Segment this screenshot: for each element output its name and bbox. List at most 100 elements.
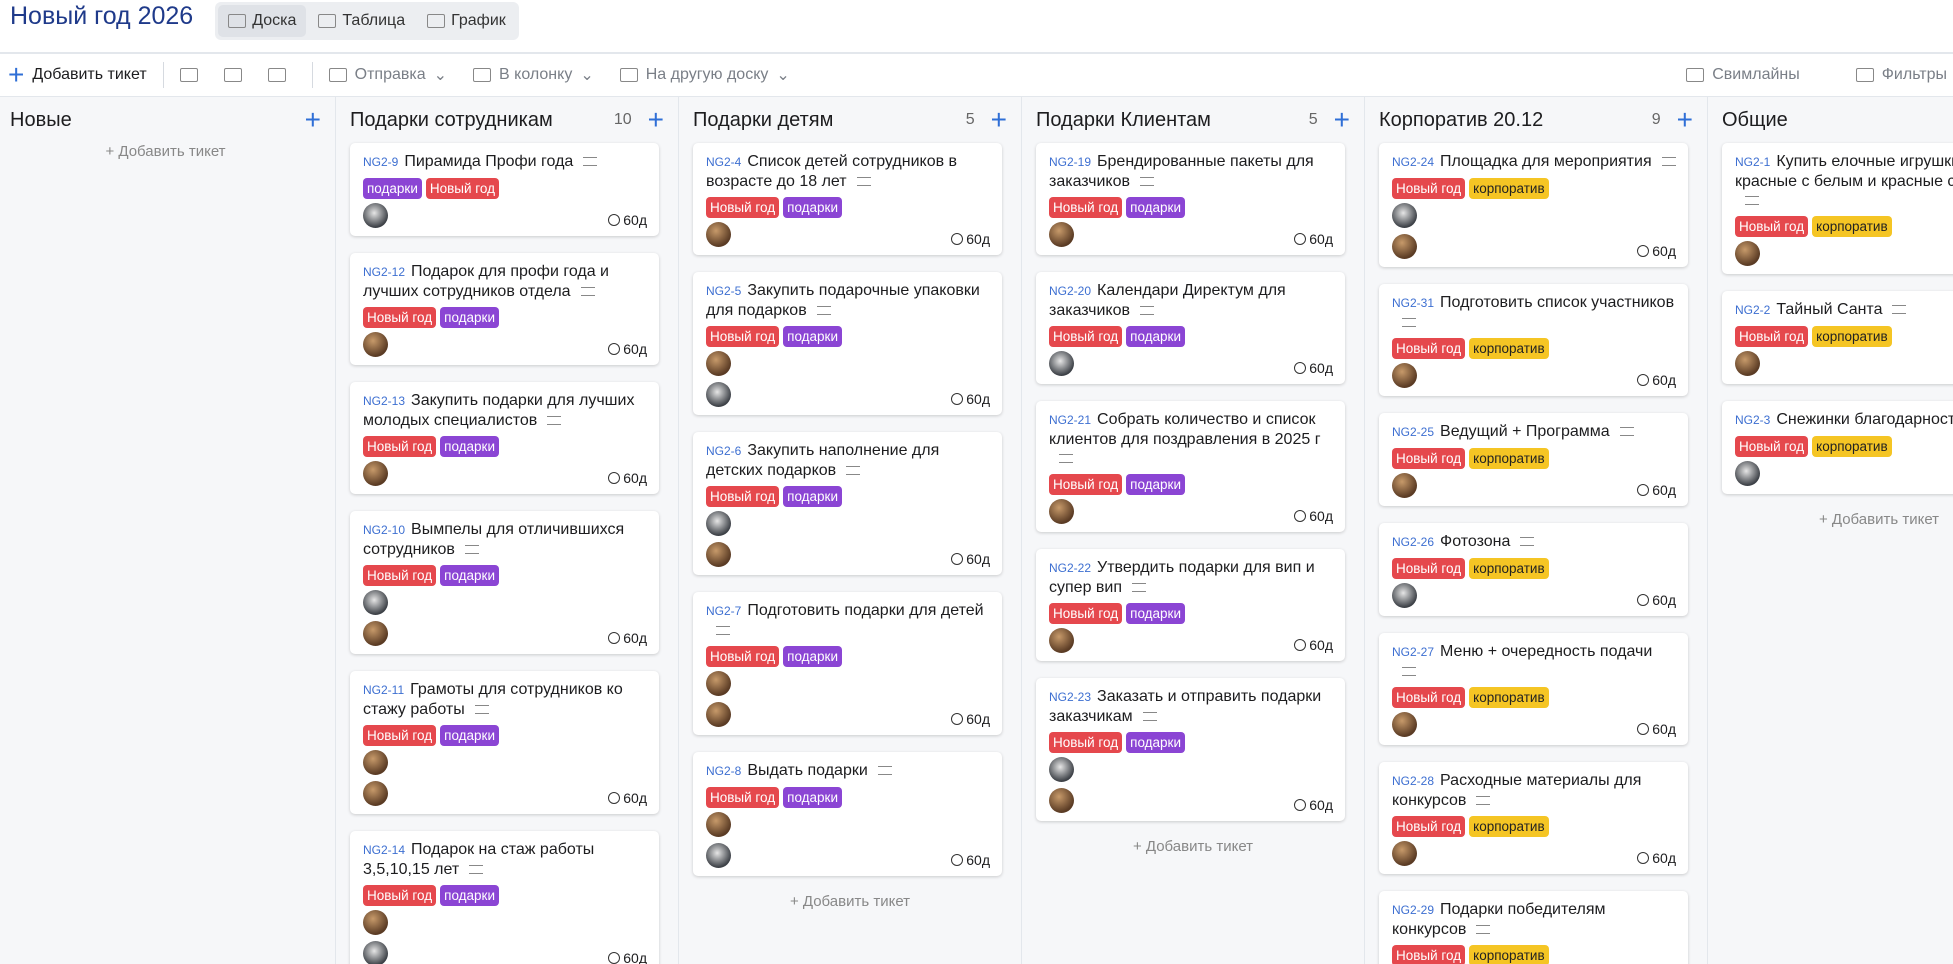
tag: подарки: [1126, 197, 1186, 218]
card-footer: 60д: [706, 222, 990, 247]
ticket-card[interactable]: NG2-28 Расходные материалы для конкурсов Н…: [1379, 762, 1688, 874]
card-footer: 60д: [1735, 461, 1953, 486]
ticket-card[interactable]: NG2-29 Подарки победителям конкурсов Новый…: [1379, 891, 1688, 964]
add-ticket-link[interactable]: + Добавить тикет: [1722, 511, 1953, 528]
ticket-id: NG2-8: [706, 764, 742, 778]
tags: Новый год корпоратив: [1392, 816, 1676, 837]
ticket-card[interactable]: NG2-5 Закупить подарочные упаковки для по…: [693, 272, 1002, 415]
tag: Новый год: [425, 178, 500, 199]
clock-icon: [951, 233, 964, 245]
description-icon: [856, 177, 871, 187]
ticket-card[interactable]: NG2-8 Выдать подарки Новый год подарки 60д: [693, 752, 1002, 876]
description-icon: [1139, 177, 1154, 187]
description-icon: [1476, 925, 1491, 935]
tag: корпоратив: [1812, 436, 1892, 457]
assignees: [1049, 628, 1294, 653]
tags: Новый год корпоратив: [1392, 558, 1676, 579]
ticket-card[interactable]: NG2-12 Подарок для профи года и лучших со…: [350, 253, 659, 365]
icon-button[interactable]: [267, 68, 286, 82]
add-button[interactable]: +: [1676, 104, 1693, 135]
avatar: [1392, 841, 1417, 866]
add-button[interactable]: +: [647, 104, 664, 135]
ticket-card[interactable]: NG2-3 Снежинки благодарности Новый год корп…: [1722, 401, 1953, 494]
ticket-card[interactable]: NG2-27 Меню + очередность подачи Новый год…: [1379, 633, 1688, 745]
icon: [179, 68, 198, 82]
add-button[interactable]: +: [990, 104, 1007, 135]
ticket-card[interactable]: NG2-4 Список детей сотрудников в возрасте…: [693, 143, 1002, 255]
add-ticket-button[interactable]: + Добавить тикет: [8, 61, 147, 89]
tags: Новый год подарки: [363, 885, 647, 906]
icon-button[interactable]: [223, 68, 242, 82]
ticket-card[interactable]: NG2-31 Подготовить список участников Новый…: [1379, 284, 1688, 396]
add-ticket-link[interactable]: + Добавить тикет: [1036, 838, 1350, 855]
avatar: [706, 511, 731, 536]
ticket-title: NG2-11 Грамоты для сотрудников ко стажу р…: [363, 680, 647, 719]
avatar: [1392, 712, 1417, 737]
ticket-id: NG2-21: [1049, 413, 1092, 427]
ticket-card[interactable]: NG2-19 Брендированные пакеты для заказчик…: [1036, 143, 1345, 255]
ticket-name: Расходные материалы для конкурсов: [1392, 772, 1642, 809]
ticket-card[interactable]: NG2-21 Собрать количество и список клиент…: [1036, 401, 1345, 532]
ticket-card[interactable]: NG2-7 Подготовить подарки для детей Новый …: [693, 592, 1002, 735]
view-tab[interactable]: Доска: [218, 5, 307, 37]
ticket-card[interactable]: NG2-6 Закупить наполнение для детских под…: [693, 432, 1002, 575]
avatar: [706, 351, 731, 376]
clock-icon: [1637, 245, 1650, 257]
tag: подарки: [1126, 474, 1186, 495]
tag: корпоратив: [1469, 687, 1549, 708]
time-label: 60д: [623, 790, 647, 806]
description-icon: [1132, 583, 1147, 593]
clock-icon: [1294, 510, 1307, 522]
view-tab[interactable]: Таблица: [308, 5, 415, 37]
tags: Новый год корпоратив: [1392, 338, 1676, 359]
ticket-card[interactable]: NG2-13 Закупить подарки для лучших молоды…: [350, 382, 659, 494]
icon-button[interactable]: [179, 68, 198, 82]
time-label: 60д: [1652, 850, 1676, 866]
toolbar-action[interactable]: Отправка ⌄: [328, 65, 447, 85]
assignees: [363, 750, 608, 806]
ticket-card[interactable]: NG2-11 Грамоты для сотрудников ко стажу р…: [350, 671, 659, 814]
avatar: [1049, 628, 1074, 653]
add-ticket-link[interactable]: + Добавить тикет: [693, 893, 1007, 910]
ticket-card[interactable]: NG2-24 Площадка для мероприятия Новый год к…: [1379, 143, 1688, 267]
tags: Новый год подарки: [706, 197, 990, 218]
card-footer: 60д: [1049, 499, 1333, 524]
avatar: [1392, 363, 1417, 388]
ticket-card[interactable]: NG2-20 Календари Директум для заказчиков Н…: [1036, 272, 1345, 384]
column-header: Подарки Клиентам 5 +: [1036, 104, 1350, 135]
toolbar-action[interactable]: На другую доску ⌄: [619, 65, 790, 85]
assignees: [363, 910, 608, 964]
card-footer: 60д: [1735, 241, 1953, 266]
card-footer: 60д: [1735, 351, 1953, 376]
ticket-card[interactable]: NG2-23 Заказать и отправить подарки заказ…: [1036, 678, 1345, 821]
description-icon: [583, 157, 598, 167]
view-tab[interactable]: График: [417, 5, 516, 37]
avatar: [1049, 222, 1074, 247]
add-ticket-link[interactable]: + Добавить тикет: [10, 143, 321, 160]
plus-icon: +: [1132, 838, 1146, 855]
ticket-card[interactable]: NG2-9 Пирамида Профи года подарки Новый год…: [350, 143, 659, 236]
add-button[interactable]: +: [304, 104, 321, 135]
ticket-name: Закупить наполнение для детских подарков: [706, 442, 940, 479]
toolbar-action[interactable]: В колонку ⌄: [473, 65, 594, 85]
add-button[interactable]: +: [1333, 104, 1350, 135]
ticket-card[interactable]: NG2-10 Вымпелы для отличившихся сотрудник…: [350, 511, 659, 654]
ticket-card[interactable]: NG2-22 Утвердить подарки для вип и супер …: [1036, 549, 1345, 661]
icon: [473, 68, 492, 82]
tab-label: График: [451, 12, 506, 29]
plus-icon: +: [789, 893, 803, 910]
ticket-title: NG2-29 Подарки победителям конкурсов: [1392, 900, 1676, 939]
toolbar-action[interactable]: Свимлайны: [1686, 66, 1800, 84]
card-footer: 60д: [1049, 628, 1333, 653]
avatar: [1392, 583, 1417, 608]
tab-icon: [228, 14, 247, 28]
toolbar-action[interactable]: Фильтры: [1855, 66, 1947, 84]
ticket-card[interactable]: NG2-14 Подарок на стаж работы 3,5,10,15 л…: [350, 831, 659, 964]
ticket-name: Ведущий + Программа: [1440, 423, 1610, 440]
tags: Новый год подарки: [1049, 197, 1333, 218]
ticket-card[interactable]: NG2-26 Фотозона Новый год корпоратив 60д: [1379, 523, 1688, 616]
ticket-card[interactable]: NG2-25 Ведущий + Программа Новый год корпор…: [1379, 413, 1688, 506]
